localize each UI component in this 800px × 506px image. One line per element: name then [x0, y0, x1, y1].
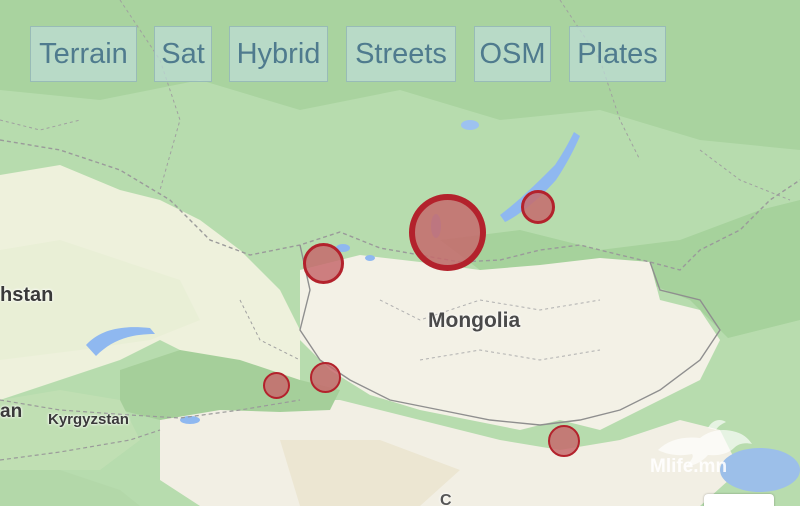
marker-altai-west[interactable]	[303, 243, 344, 284]
marker-tianshan-west[interactable]	[263, 372, 290, 399]
watermark-text: Mlife.mn	[650, 456, 728, 477]
layer-button-terrain[interactable]: Terrain	[30, 26, 137, 82]
layer-button-sat[interactable]: Sat	[154, 26, 212, 82]
country-label-kyrgyzstan: Kyrgyzstan	[48, 411, 129, 428]
layer-button-hybrid[interactable]: Hybrid	[229, 26, 328, 82]
layer-button-streets[interactable]: Streets	[346, 26, 456, 82]
marker-lake-baikal-north[interactable]	[521, 190, 555, 224]
country-label-mongolia: Mongolia	[428, 309, 521, 332]
marker-khovsgol-large[interactable]	[409, 194, 486, 271]
country-label-partial-left: an	[0, 401, 23, 422]
layer-button-plates[interactable]: Plates	[569, 26, 666, 82]
marker-tianshan-east[interactable]	[310, 362, 341, 393]
country-label-partial-bottom: C	[440, 492, 452, 506]
layer-button-osm[interactable]: OSM	[474, 26, 551, 82]
marker-gobi-south[interactable]	[548, 425, 580, 457]
horse-rider-watermark-icon	[658, 420, 752, 466]
country-label-kazakhstan: hstan	[0, 284, 54, 306]
map-corner-control[interactable]	[704, 494, 774, 506]
